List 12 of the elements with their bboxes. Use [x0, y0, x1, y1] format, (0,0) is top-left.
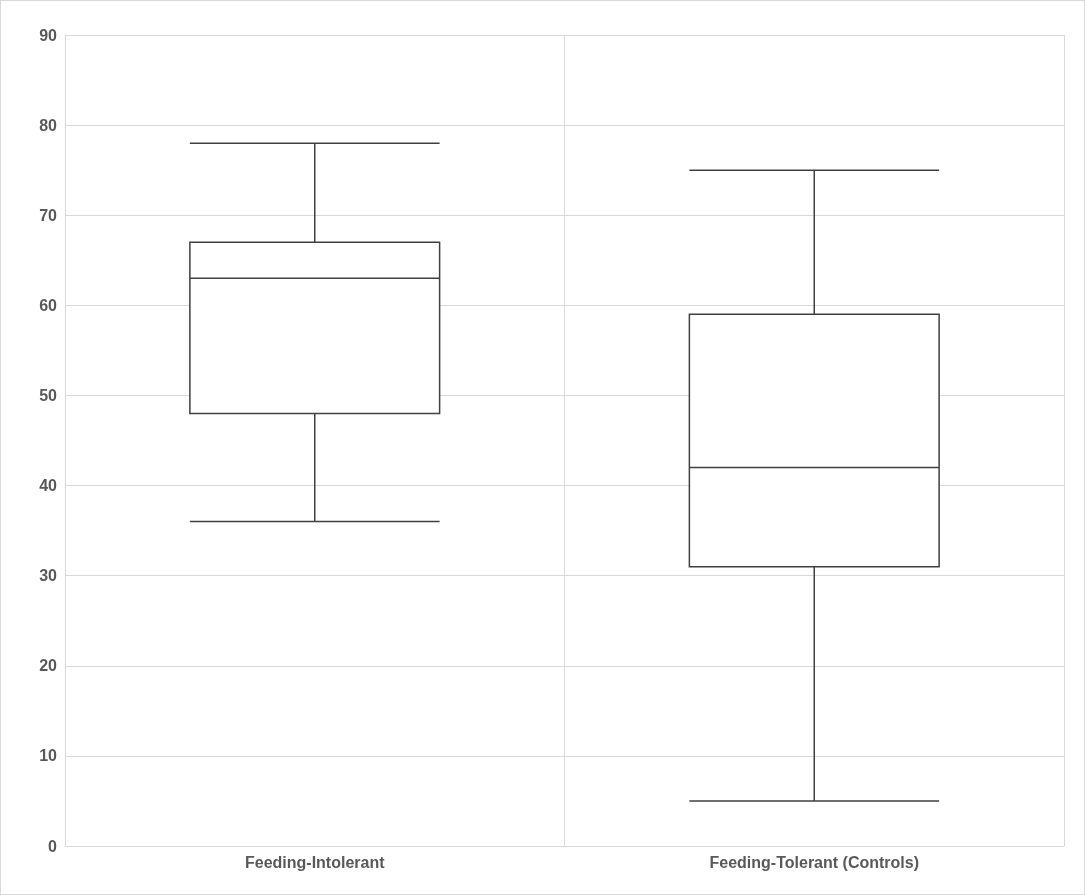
y-tick-label: 40 — [39, 477, 58, 495]
y-tick-label: 30 — [39, 567, 58, 585]
x-tick-label: Feeding-Intolerant — [244, 853, 386, 871]
x-tick-label: Feeding-Tolerant (Controls) — [709, 853, 919, 871]
y-tick-label: 60 — [39, 296, 58, 314]
y-tick-label: 50 — [39, 386, 58, 404]
y-tick-label: 80 — [39, 116, 58, 134]
y-tick-label: 70 — [39, 206, 58, 224]
y-tick-label: 10 — [39, 747, 58, 765]
y-tick-label: 20 — [39, 657, 58, 675]
y-tick-label: 90 — [39, 26, 58, 44]
y-tick-label: 0 — [48, 837, 58, 855]
